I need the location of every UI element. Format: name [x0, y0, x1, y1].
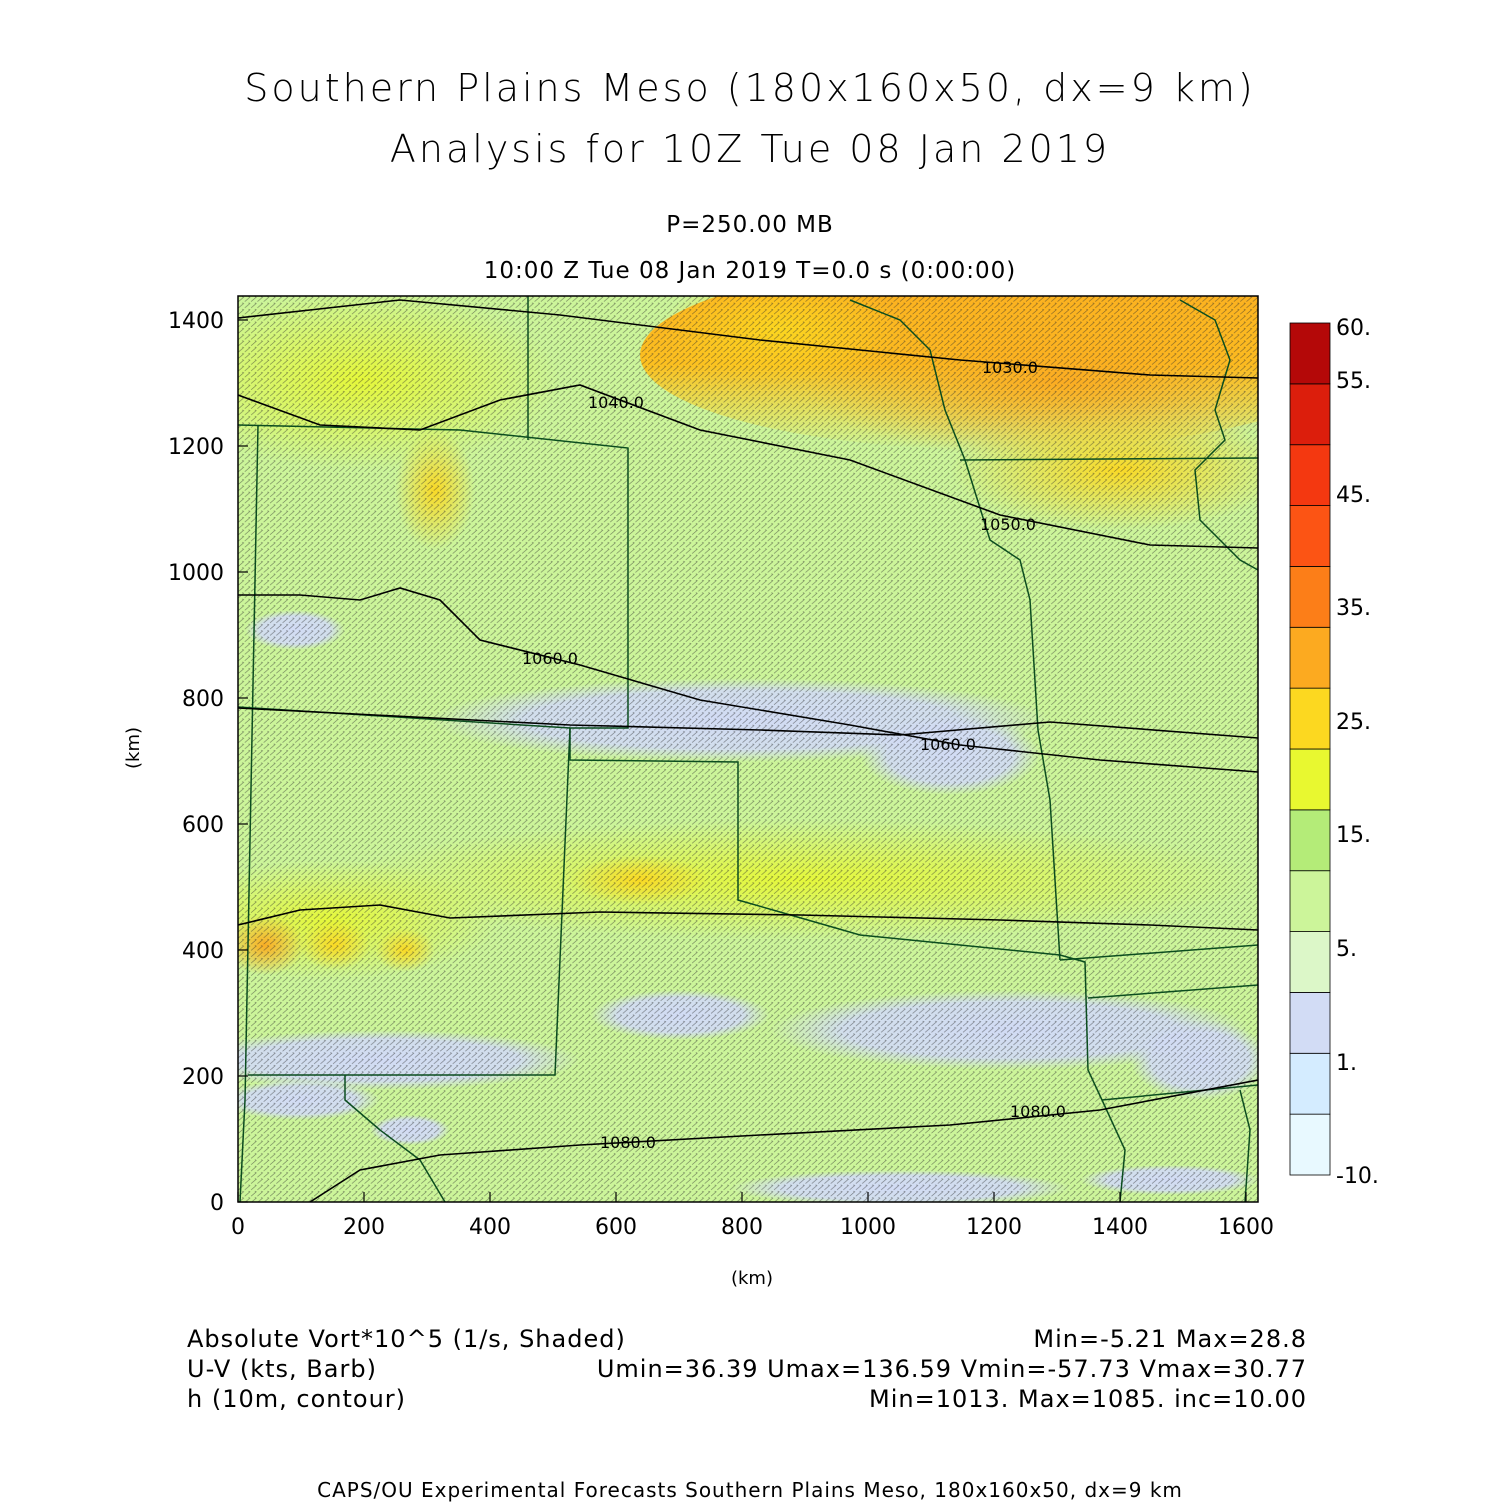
y-tick-labels: 0 200 400 600 800 1000 1200 1400 [168, 309, 224, 1216]
colorbar-labels: 60. 55. 45. 35. 25. 15. 5. 1. -10. [1336, 316, 1379, 1189]
legend-contour-stats: Min=1013. Max=1085. inc=10.00 [869, 1385, 1307, 1413]
contour-label: 1050.0 [980, 515, 1036, 534]
colorbar-label: 35. [1336, 596, 1371, 621]
colorbar [1289, 322, 1331, 1176]
colorbar-label: 55. [1336, 369, 1371, 394]
colorbar-swatch [1289, 1113, 1331, 1176]
colorbar-swatch [1289, 1052, 1331, 1115]
contour-label: 1060.0 [522, 649, 578, 668]
valid-time: 10:00 Z Tue 08 Jan 2019 T=0.0 s (0:00:00… [483, 258, 1017, 284]
colorbar-swatch [1289, 566, 1331, 628]
plot-frame [237, 295, 1259, 1203]
colorbar-swatch [1289, 992, 1331, 1054]
credit-line: CAPS/OU Experimental Forecasts Southern … [317, 1478, 1183, 1502]
x-tick-label: 600 [595, 1215, 637, 1240]
y-tick-label: 0 [210, 1191, 224, 1216]
colorbar-swatch [1289, 931, 1331, 993]
colorbar-swatch [1289, 505, 1331, 567]
x-tick-label: 1200 [966, 1215, 1022, 1240]
contour-label: 1040.0 [588, 393, 644, 412]
y-tick-label: 1000 [168, 561, 224, 586]
plot-subtitle: Analysis for 10Z Tue 08 Jan 2019 [389, 127, 1111, 171]
colorbar-label: 1. [1336, 1051, 1357, 1076]
contour-label: 1030.0 [982, 358, 1038, 377]
colorbar-swatch [1289, 687, 1331, 750]
x-tick-label: 1400 [1092, 1215, 1148, 1240]
contour-label: 1060.0 [920, 735, 976, 754]
colorbar-swatch [1289, 870, 1331, 932]
colorbar-swatch [1289, 626, 1331, 689]
colorbar-label: -10. [1336, 1164, 1379, 1189]
legend-contour-field: h (10m, contour) [187, 1385, 407, 1413]
colorbar-swatch [1289, 748, 1331, 811]
x-tick-label: 1000 [840, 1215, 896, 1240]
legend-shaded-stats: Min=-5.21 Max=28.8 [1033, 1325, 1307, 1353]
axis-ticks [237, 319, 1247, 1203]
x-axis-label: (km) [731, 1268, 773, 1289]
y-tick-label: 1200 [168, 435, 224, 460]
x-tick-label: 200 [343, 1215, 385, 1240]
x-tick-labels: 0 200 400 600 800 1000 1200 1400 1600 [231, 1215, 1274, 1240]
pressure-level: P=250.00 MB [666, 212, 834, 238]
x-tick-label: 1600 [1218, 1215, 1274, 1240]
colorbar-label: 5. [1336, 937, 1357, 962]
height-contours [238, 299, 1258, 1202]
y-tick-label: 400 [182, 939, 224, 964]
legend-barb-stats: Umin=36.39 Umax=136.59 Vmin=-57.73 Vmax=… [596, 1355, 1307, 1383]
contour-label: 1080.0 [1010, 1102, 1066, 1121]
x-tick-label: 400 [469, 1215, 511, 1240]
vorticity-shading [238, 296, 1258, 1202]
x-tick-label: 800 [721, 1215, 763, 1240]
y-axis-label: (km) [123, 727, 144, 769]
colorbar-label: 25. [1336, 710, 1371, 735]
contour-labels: 1030.0 1040.0 1050.0 1060.0 1060.0 1080.… [522, 358, 1066, 1152]
colorbar-swatch [1289, 809, 1331, 872]
plot-title: Southern Plains Meso (180x160x50, dx=9 k… [244, 66, 1256, 110]
colorbar-label: 60. [1336, 316, 1371, 341]
y-tick-label: 200 [182, 1065, 224, 1090]
colorbar-swatch [1289, 383, 1331, 446]
colorbar-swatch [1289, 322, 1331, 385]
x-tick-label: 0 [231, 1215, 245, 1240]
colorbar-label: 45. [1336, 483, 1371, 508]
colorbar-label: 15. [1336, 823, 1371, 848]
colorbar-swatch [1289, 444, 1331, 506]
y-tick-label: 1400 [168, 309, 224, 334]
legend-barb-field: U-V (kts, Barb) [187, 1355, 377, 1383]
y-tick-label: 600 [182, 813, 224, 838]
contour-label: 1080.0 [600, 1133, 656, 1152]
legend-shaded-field: Absolute Vort*10^5 (1/s, Shaded) [187, 1325, 626, 1353]
y-tick-label: 800 [182, 687, 224, 712]
state-boundaries [238, 296, 1258, 1202]
